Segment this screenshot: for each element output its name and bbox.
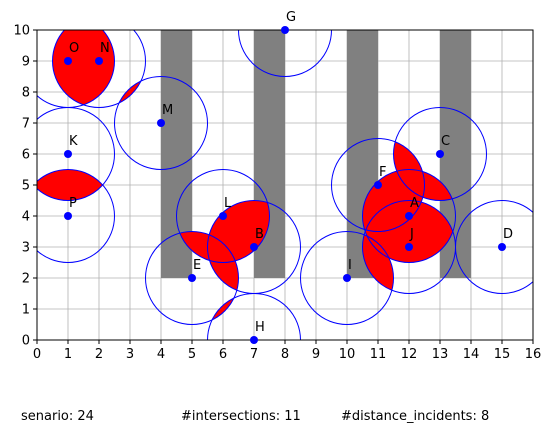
y-tick-label: 3 xyxy=(22,241,30,256)
intersection-area xyxy=(207,231,239,294)
range-circle-k xyxy=(37,107,115,201)
intersection-area xyxy=(362,231,394,294)
point-label-k: K xyxy=(69,134,78,149)
point-e xyxy=(188,274,196,282)
point-label-f: F xyxy=(379,165,386,180)
point-o xyxy=(64,57,72,65)
y-tick-label: 10 xyxy=(13,24,30,39)
x-tick-label: 16 xyxy=(525,347,542,362)
intersection-area xyxy=(37,169,115,201)
point-k xyxy=(64,150,72,158)
x-tick-label: 12 xyxy=(401,347,418,362)
range-circle-c xyxy=(393,107,487,201)
range-circle-l xyxy=(176,169,270,263)
y-tick-label: 1 xyxy=(22,303,30,318)
y-tick-label: 4 xyxy=(22,210,30,225)
y-tick-label: 8 xyxy=(22,86,30,101)
point-label-o: O xyxy=(69,41,79,56)
x-tick-label: 0 xyxy=(33,347,41,362)
y-tick-label: 6 xyxy=(22,148,30,163)
x-tick-label: 2 xyxy=(95,347,103,362)
range-circle-p xyxy=(37,169,115,263)
x-tick-label: 6 xyxy=(219,347,227,362)
point-d xyxy=(498,243,506,251)
point-h xyxy=(250,336,258,344)
label-layer: O N G M K C F P L A B J D E I H xyxy=(69,10,513,335)
intersections-text: #intersections: 11 xyxy=(181,409,301,424)
x-tick-label: 15 xyxy=(494,347,511,362)
intersection-area xyxy=(176,231,239,263)
point-a xyxy=(405,212,413,220)
point-label-j: J xyxy=(409,227,414,242)
point-b xyxy=(250,243,258,251)
point-label-p: P xyxy=(69,196,77,211)
y-tick-label: 0 xyxy=(22,334,30,349)
point-label-i: I xyxy=(348,258,352,273)
range-circle-i xyxy=(300,231,394,325)
y-tick-label: 2 xyxy=(22,272,30,287)
range-circle-a xyxy=(362,169,456,263)
range-circle-m xyxy=(114,76,208,170)
point-j xyxy=(405,243,413,251)
point-p xyxy=(64,212,72,220)
range-circle-h xyxy=(207,293,301,340)
point-label-b: B xyxy=(255,227,264,242)
x-tick-label: 7 xyxy=(250,347,258,362)
x-tick-label: 5 xyxy=(188,347,196,362)
x-tick-label: 13 xyxy=(432,347,449,362)
x-tick-label: 3 xyxy=(126,347,134,362)
point-label-g: G xyxy=(286,10,296,25)
point-m xyxy=(157,119,165,127)
distance-incidents-text: #distance_incidents: 8 xyxy=(341,409,490,424)
range-circle-g xyxy=(238,30,332,77)
point-c xyxy=(436,150,444,158)
y-tick-label: 9 xyxy=(22,55,30,70)
point-n xyxy=(95,57,103,65)
range-circle-f xyxy=(331,138,425,232)
point-label-n: N xyxy=(100,41,110,56)
range-circle-e xyxy=(145,231,239,325)
range-circle-d xyxy=(455,200,533,294)
x-tick-label: 14 xyxy=(463,347,480,362)
range-circle-n xyxy=(52,30,146,108)
y-tick-label: 5 xyxy=(22,179,30,194)
point-label-m: M xyxy=(162,103,173,118)
point-label-h: H xyxy=(255,320,265,335)
circle-layer xyxy=(37,30,533,340)
point-label-d: D xyxy=(503,227,513,242)
point-i xyxy=(343,274,351,282)
x-tick-label: 11 xyxy=(370,347,387,362)
scenario-text: senario: 24 xyxy=(21,409,94,424)
point-label-e: E xyxy=(193,258,201,273)
x-tick-label: 9 xyxy=(312,347,320,362)
point-layer xyxy=(64,26,506,344)
x-tick-label: 1 xyxy=(64,347,72,362)
x-tick-label: 10 xyxy=(339,347,356,362)
point-label-l: L xyxy=(224,196,232,211)
point-label-c: C xyxy=(441,134,450,149)
point-f xyxy=(374,181,382,189)
point-l xyxy=(219,212,227,220)
point-label-a: A xyxy=(410,196,419,211)
point-g xyxy=(281,26,289,34)
x-tick-label: 4 xyxy=(157,347,165,362)
x-tick-label: 8 xyxy=(281,347,289,362)
y-tick-label: 7 xyxy=(22,117,30,132)
